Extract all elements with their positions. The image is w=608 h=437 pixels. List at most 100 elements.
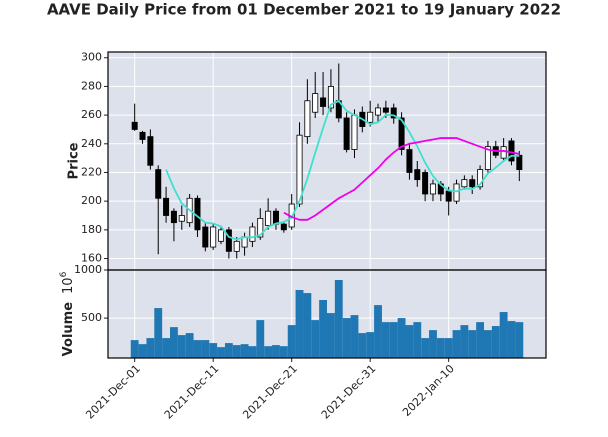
y-tick-label: 280 xyxy=(81,79,102,92)
y-tick-label: 260 xyxy=(81,108,102,121)
volume-bar xyxy=(319,300,327,358)
volume-bar xyxy=(311,320,320,358)
volume-bar xyxy=(358,333,367,358)
volume-bar xyxy=(334,280,343,358)
candle-body xyxy=(500,146,507,159)
volume-bar xyxy=(303,293,312,358)
volume-bar xyxy=(138,344,147,358)
candle-body xyxy=(218,229,225,242)
x-tick-label: 2021-Dec-01 xyxy=(83,362,143,422)
candle-body xyxy=(508,140,515,162)
candle-body xyxy=(304,100,311,138)
candle-body xyxy=(445,190,452,202)
candle-body xyxy=(163,197,170,216)
volume-bar xyxy=(484,330,492,358)
volume-bar xyxy=(185,333,194,358)
candle-body xyxy=(296,134,303,205)
candle-body xyxy=(429,183,436,195)
candle-body xyxy=(280,223,287,231)
volume-bar xyxy=(154,308,163,358)
volume-bar xyxy=(177,335,186,358)
volume-bar xyxy=(381,322,390,358)
volume-bar xyxy=(429,330,437,358)
volume-bar xyxy=(444,338,453,358)
candle-body xyxy=(272,210,279,225)
candle-body xyxy=(453,183,460,202)
candle-body xyxy=(202,226,209,248)
x-tick-label: 2021-Dec-21 xyxy=(240,362,300,422)
candle-body xyxy=(414,169,421,181)
candle-body xyxy=(170,210,177,224)
y-tick-label: 300 xyxy=(81,51,102,64)
volume-bar xyxy=(342,318,351,358)
volume-bar xyxy=(272,345,280,358)
candle-body xyxy=(312,93,319,113)
volume-bar xyxy=(515,322,524,358)
volume-bar xyxy=(279,346,288,358)
volume-bar xyxy=(295,290,304,358)
volume-bar xyxy=(460,325,469,358)
candle-body xyxy=(178,215,185,222)
volume-bar xyxy=(264,346,273,358)
candle-body xyxy=(422,172,429,195)
volume-bar xyxy=(413,322,422,358)
volume-tick-label: 1000 xyxy=(74,263,102,276)
candle-body xyxy=(327,86,334,109)
candle-body xyxy=(351,114,358,150)
candle-body xyxy=(343,117,350,150)
candle-body xyxy=(469,179,476,188)
moving-average xyxy=(283,137,520,221)
volume-bar xyxy=(240,344,249,358)
volume-bar xyxy=(248,346,257,358)
volume-bar xyxy=(170,327,178,358)
candle-body xyxy=(257,217,264,238)
price-panel xyxy=(108,52,546,270)
volume-bar xyxy=(224,343,233,358)
candle-body xyxy=(147,136,154,166)
volume-bar xyxy=(499,312,508,358)
y-tick-label: 160 xyxy=(81,252,102,265)
chart-title: AAVE Daily Price from 01 December 2021 t… xyxy=(47,1,561,19)
candle-body xyxy=(398,117,405,150)
candle-body xyxy=(406,149,413,173)
volume-bar xyxy=(193,340,202,358)
candle-body xyxy=(484,146,491,171)
y-tick-label: 220 xyxy=(81,165,102,178)
y-axis-label: Price xyxy=(67,142,82,179)
candle-body xyxy=(461,179,468,188)
volume-bar xyxy=(217,347,225,358)
volume-frame xyxy=(107,269,547,359)
candle-body xyxy=(139,131,146,140)
candle-body xyxy=(210,226,217,248)
volume-bar xyxy=(256,320,265,358)
volume-bar xyxy=(452,330,461,358)
volume-bar xyxy=(162,338,170,358)
y-tick-label: 180 xyxy=(81,223,102,236)
candle-body xyxy=(225,229,232,252)
volume-bar xyxy=(130,340,139,358)
volume-bar xyxy=(366,332,375,358)
volume-bar xyxy=(468,330,477,358)
candle-body xyxy=(265,210,272,226)
candle-body xyxy=(320,97,327,107)
candle-body xyxy=(375,107,382,116)
x-tick-label: 2022-Jan-10 xyxy=(400,362,457,419)
candle-body xyxy=(516,154,523,171)
volume-tick-label: 500 xyxy=(81,311,102,324)
volume-scale-base: 10 xyxy=(61,277,76,294)
volume-bar xyxy=(232,345,241,358)
volume-bar xyxy=(491,326,500,358)
volume-label: Volume xyxy=(61,302,76,357)
volume-bar xyxy=(287,325,296,358)
volume-bar xyxy=(389,322,398,358)
y-tick-label: 200 xyxy=(81,194,102,207)
candle-body xyxy=(390,107,397,119)
volume-bar xyxy=(397,318,406,358)
y-tick-label: 240 xyxy=(81,137,102,150)
volume-bar xyxy=(209,343,218,358)
x-tick-label: 2021-Dec-31 xyxy=(319,362,379,422)
candle-body xyxy=(155,169,162,199)
volume-scale-power: 6 xyxy=(59,271,69,277)
candle-body xyxy=(249,226,256,242)
